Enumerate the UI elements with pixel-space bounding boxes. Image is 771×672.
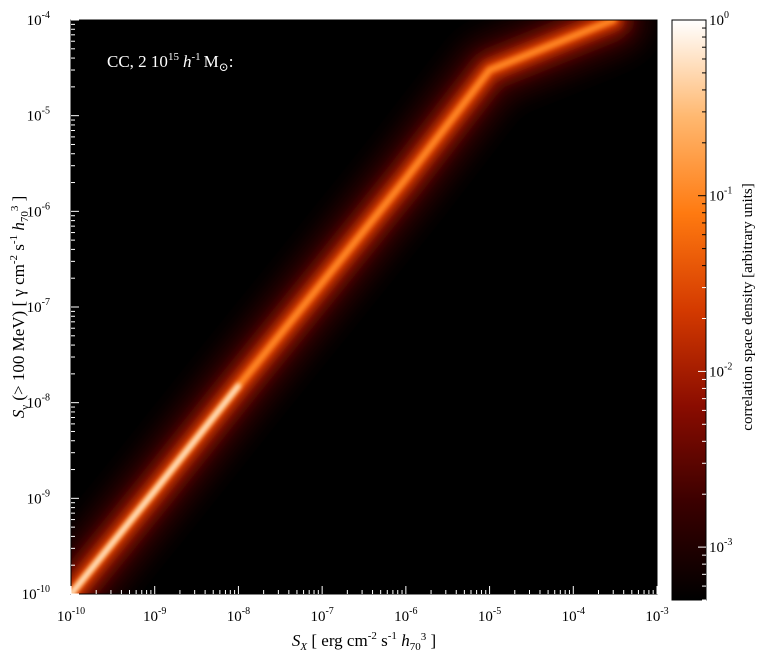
y-tick-label: 10-10 bbox=[22, 584, 50, 603]
x-tick-label: 10-5 bbox=[478, 606, 501, 625]
y-axis-label: Sγ (> 100 MeV) [ γ cm-2 s-1 h703 ] bbox=[8, 196, 31, 419]
colorbar-tick-label: 10-2 bbox=[709, 361, 732, 380]
y-tick-label: 10-6 bbox=[27, 201, 50, 220]
x-tick-label: 10-6 bbox=[394, 606, 417, 625]
colorbar-tick-label: 10-1 bbox=[709, 186, 732, 205]
x-tick-label: 10-10 bbox=[57, 606, 85, 625]
x-axis-label: SX [ erg cm-2 s-1 h703 ] bbox=[292, 630, 436, 653]
y-tick-label: 10-9 bbox=[27, 488, 50, 507]
y-tick-label: 10-5 bbox=[27, 106, 50, 125]
x-tick-label: 10-9 bbox=[143, 606, 166, 625]
chart-annotation: CC, 2 1015 h-1 M⊙: bbox=[107, 51, 234, 74]
x-tick-label: 10-7 bbox=[310, 606, 333, 625]
y-tick-label: 10-4 bbox=[27, 10, 50, 29]
colorbar bbox=[671, 19, 707, 601]
colorbar-tick-label: 100 bbox=[709, 10, 729, 29]
x-tick-label: 10-8 bbox=[227, 606, 250, 625]
x-tick-label: 10-4 bbox=[562, 606, 585, 625]
colorbar-tick-label: 10-3 bbox=[709, 537, 732, 556]
x-tick-label: 10-3 bbox=[645, 606, 668, 625]
y-axis-ticks: 10-10 10-9 10-8 10-7 10-6 10-5 10-4 bbox=[22, 10, 79, 603]
density-map bbox=[71, 20, 649, 594]
density-core bbox=[71, 383, 241, 594]
x-axis-ticks: 10-10 10-9 10-8 10-7 10-6 10-5 10-4 10-3 bbox=[57, 586, 669, 625]
colorbar-ticks: 100 10-1 10-2 10-3 bbox=[698, 10, 732, 601]
y-tick-label: 10-8 bbox=[27, 393, 50, 412]
y-tick-label: 10-7 bbox=[27, 297, 50, 316]
colorbar-label: correlation space density [arbitrary uni… bbox=[740, 183, 756, 430]
